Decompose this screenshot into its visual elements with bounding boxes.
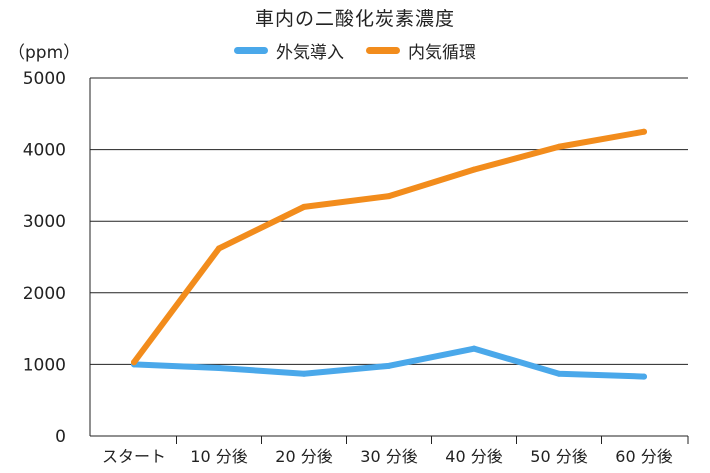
- chart-title: 車内の二酸化炭素濃度: [254, 8, 455, 30]
- y-tick-label-2000: 2000: [23, 284, 66, 304]
- y-tick-label-4000: 4000: [23, 141, 66, 161]
- data-point-0-6: [641, 373, 647, 380]
- y-tick-label-5000: 5000: [23, 69, 66, 89]
- x-tick-label-3: 30 分後: [360, 447, 417, 466]
- y-tick-label-1000: 1000: [23, 355, 66, 375]
- x-tick-label-2: 20 分後: [275, 447, 332, 466]
- data-point-0-1: [216, 364, 222, 371]
- data-point-1-0: [131, 359, 137, 366]
- legend-item-recirculation: 内気循環: [366, 38, 476, 63]
- data-point-0-4: [471, 345, 477, 352]
- data-point-0-3: [386, 362, 392, 369]
- x-tick-label-6: 60 分後: [615, 447, 672, 466]
- data-point-0-2: [301, 370, 307, 377]
- series-line-0: [131, 345, 647, 380]
- data-point-0-5: [556, 370, 562, 377]
- x-tick-label-1: 10 分後: [190, 447, 247, 466]
- x-tick-label-0: スタート: [102, 447, 166, 466]
- legend-swatch-recirculation: [366, 47, 400, 54]
- y-tick-label-0: 0: [55, 427, 66, 447]
- data-point-1-6: [641, 128, 647, 135]
- data-point-1-3: [386, 193, 392, 200]
- data-point-1-2: [301, 203, 307, 210]
- legend-swatch-outside-air: [234, 47, 268, 54]
- x-tick-label-4: 40 分後: [445, 447, 502, 466]
- y-tick-label-3000: 3000: [23, 212, 66, 232]
- legend-item-outside-air: 外気導入: [234, 38, 344, 63]
- legend-label-outside-air: 外気導入: [276, 43, 344, 63]
- data-point-1-1: [216, 245, 222, 252]
- y-axis-label: （ppm）: [8, 43, 81, 63]
- data-point-1-5: [556, 143, 562, 150]
- legend: 外気導入 内気循環: [0, 38, 710, 63]
- x-tick-label-5: 50 分後: [530, 447, 587, 466]
- legend-label-recirculation: 内気循環: [408, 43, 476, 63]
- series-line-1: [131, 128, 647, 366]
- data-point-1-4: [471, 166, 477, 173]
